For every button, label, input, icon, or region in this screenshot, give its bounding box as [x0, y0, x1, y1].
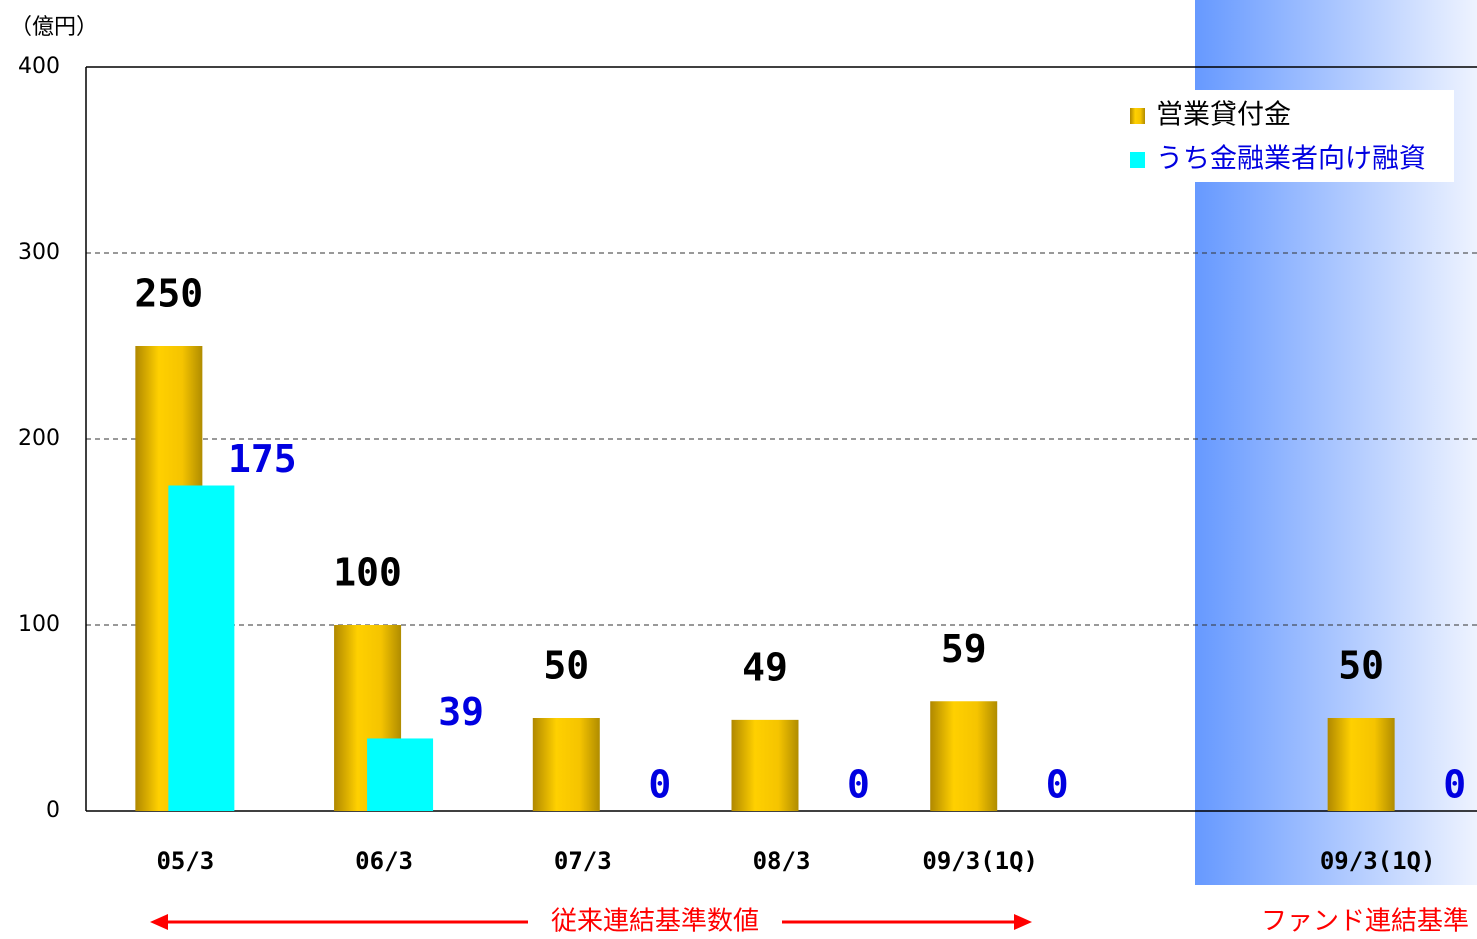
unit-label: （億円） [10, 15, 98, 40]
bar [731, 719, 799, 811]
value-label: 50 [1338, 644, 1384, 688]
y-tick-label: 300 [18, 240, 60, 265]
value-label: 0 [847, 763, 870, 807]
bar [168, 485, 235, 811]
annotation: 従来連結基準数値 [551, 907, 759, 937]
bar [930, 701, 998, 811]
value-label: 250 [135, 272, 204, 316]
annotation: ファンド連結基準 [1261, 907, 1469, 937]
x-tick-label: 06/3 [355, 847, 413, 875]
value-label: 100 [333, 551, 402, 595]
value-label: 50 [543, 644, 589, 688]
arrow [150, 914, 1032, 930]
y-tick-label: 0 [46, 798, 60, 823]
value-label: 59 [941, 627, 987, 671]
value-label: 0 [1046, 763, 1069, 807]
legend-label: 営業貸付金 [1156, 100, 1291, 131]
bar [532, 718, 600, 811]
x-tick-label: 09/3(1Q) [1320, 847, 1436, 875]
x-tick-label: 05/3 [156, 847, 214, 875]
value-label: 39 [438, 690, 484, 734]
value-label: 175 [228, 437, 297, 481]
legend-swatch [1130, 152, 1145, 168]
y-tick-label: 100 [18, 612, 60, 637]
value-label: 0 [1443, 763, 1466, 807]
y-tick-label: 400 [18, 54, 60, 79]
x-tick-label: 09/3(1Q) [922, 847, 1038, 875]
y-tick-label: 200 [18, 426, 60, 451]
bar [1327, 718, 1395, 811]
bar [367, 738, 434, 811]
x-tick-label: 08/3 [753, 847, 811, 875]
legend-box [1120, 90, 1454, 182]
legend-label: うち金融業者向け融資 [1156, 144, 1426, 175]
x-tick-label: 07/3 [554, 847, 612, 875]
value-label: 0 [648, 763, 671, 807]
value-label: 49 [742, 645, 788, 689]
legend-swatch [1130, 108, 1145, 124]
